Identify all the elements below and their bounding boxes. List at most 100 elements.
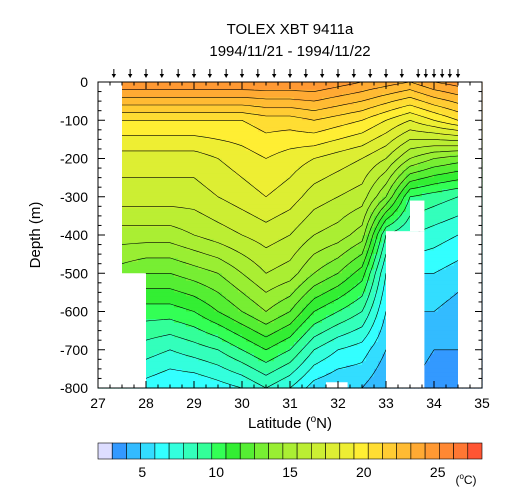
field-cell [130,196,135,202]
field-cell [126,189,131,194]
field-cell [130,185,135,190]
field-cell [322,231,327,236]
field-cell [202,135,207,140]
field-cell [358,204,363,209]
field-cell [302,135,307,140]
field-cell [166,227,171,232]
field-cell [166,127,171,133]
field-cell [230,257,235,263]
field-cell [370,173,375,179]
field-cell [198,219,203,225]
field-cell [138,162,143,167]
field-cell [186,265,191,271]
field-cell [266,204,271,209]
field-cell [158,112,163,118]
field-cell [430,166,435,171]
field-cell [342,82,347,87]
field-cell [434,192,439,198]
field-cell [302,158,307,163]
field-cell [198,204,203,209]
field-cell [170,127,175,133]
field-cell [162,215,167,221]
field-cell [354,101,359,106]
field-cell [246,158,251,163]
field-cell [126,97,131,102]
field-cell [122,82,127,87]
field-cell [162,227,167,232]
field-cell [442,158,447,163]
field-cell [374,250,379,255]
field-cell [270,261,275,267]
field-cell [326,273,331,278]
field-cell [166,154,171,160]
field-cell [322,250,327,255]
field-cell [394,204,399,209]
field-cell [434,150,439,156]
field-cell [250,131,255,137]
field-cell [274,223,279,228]
field-cell [434,82,439,87]
field-cell [314,261,319,267]
field-cell [298,143,303,148]
field-cell [238,89,243,95]
field-cell [430,208,435,213]
field-cell [454,101,459,106]
field-cell [446,177,451,183]
field-cell [322,177,327,183]
field-cell [214,173,219,179]
field-cell [338,131,343,137]
field-cell [230,185,235,190]
field-cell [130,120,135,125]
field-cell [314,135,319,140]
field-cell [158,139,163,144]
field-cell [258,254,263,259]
field-cell [290,238,295,244]
field-cell [250,219,255,225]
field-cell [222,227,227,232]
field-cell [134,250,139,255]
field-cell [226,219,231,225]
field-cell [286,166,291,171]
field-cell [250,250,255,255]
field-cell [270,238,275,244]
field-cell [210,231,215,236]
field-cell [362,189,367,194]
field-cell [190,246,195,251]
field-cell [334,196,339,202]
field-cell [306,154,311,160]
field-cell [374,93,379,98]
field-cell [302,89,307,95]
field-cell [246,166,251,171]
field-cell [310,192,315,198]
field-cell [326,192,331,198]
field-cell [390,208,395,213]
field-cell [442,223,447,228]
field-cell [306,261,311,267]
field-cell [290,189,295,194]
field-cell [370,162,375,167]
field-cell [382,150,387,156]
field-cell [158,116,163,121]
field-cell [402,154,407,160]
field-cell [210,250,215,255]
field-cell [266,277,271,282]
field-cell [178,181,183,186]
field-cell [366,235,371,240]
field-cell [454,208,459,213]
field-cell [354,97,359,102]
field-cell [274,93,279,98]
field-cell [126,127,131,133]
field-cell [202,192,207,198]
field-cell [198,208,203,213]
field-cell [330,227,335,232]
field-cell [346,177,351,183]
field-cell [274,254,279,259]
field-cell [374,185,379,190]
field-cell [122,162,127,167]
field-cell [166,215,171,221]
field-cell [306,196,311,202]
field-cell [202,131,207,137]
field-cell [222,147,227,152]
field-cell [138,143,143,148]
field-cell [366,147,371,152]
